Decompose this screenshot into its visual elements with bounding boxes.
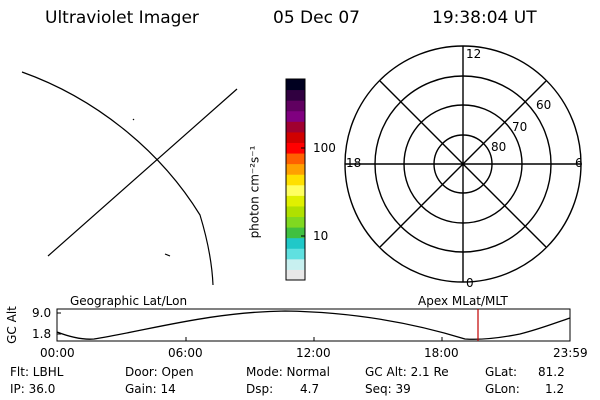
geographic-grid-line [47, 88, 238, 257]
altitude-curve [56, 310, 571, 340]
color-bar-segment [286, 205, 305, 218]
color-bar-segment [286, 184, 305, 196]
color-bar-segment [286, 216, 305, 228]
xtick-2359: 23:59 [553, 346, 588, 360]
color-bar [286, 79, 305, 281]
polar-label-18: 18 [346, 156, 362, 170]
seq-label: Seq: 39 [365, 382, 411, 396]
polar-grid [344, 45, 582, 283]
polar-label-6: 6 [575, 156, 583, 170]
color-bar-frame [285, 78, 306, 281]
xtick-1200: 12:00 [296, 346, 331, 360]
color-bar-segment [286, 79, 305, 91]
geographic-view [21, 71, 238, 286]
filter-label: Flt: LBHL [10, 365, 64, 379]
altitude-ylabel: GC Alt [4, 306, 19, 344]
color-bar-segment [286, 121, 305, 133]
color-bar-segment [286, 163, 305, 175]
instrument-title: Ultraviolet Imager [45, 8, 199, 28]
apex-title: Apex MLat/MLT [418, 294, 508, 308]
lat-label-60: 60 [536, 98, 552, 112]
color-bar-segment [286, 131, 305, 143]
altitude-panel [56, 308, 571, 342]
polar-diagonal [379, 80, 547, 248]
color-bar-segment [286, 110, 305, 122]
color-bar-segment [286, 195, 305, 207]
altitude-ytick-low: 1.8 [32, 327, 52, 341]
mode-label: Mode: Normal [246, 365, 330, 379]
date-label: 05 Dec 07 [273, 8, 360, 28]
glat-label: GLat: [485, 365, 518, 379]
altitude-ytick-high: 9.0 [32, 306, 52, 320]
color-bar-segment [286, 248, 305, 260]
color-bar-segment [286, 89, 305, 101]
polar-label-0: 0 [466, 276, 474, 290]
geographic-tick [132, 118, 135, 121]
color-bar-label-10: 10 [313, 229, 329, 243]
geographic-title: Geographic Lat/Lon [70, 294, 188, 308]
glat-value: 81.2 [538, 365, 565, 379]
lat-label-80: 80 [491, 140, 507, 154]
color-bar-segment [286, 100, 305, 112]
dsp-label: Dsp: [246, 382, 274, 396]
color-bar-segment [286, 174, 305, 186]
xtick-0600: 06:00 [168, 346, 203, 360]
color-bar-segment [286, 258, 305, 270]
geographic-tick [164, 253, 171, 257]
geographic-limb-arc [21, 71, 214, 286]
door-label: Door: Open [125, 365, 194, 379]
color-bar-unit-label: photon cm⁻²s⁻¹ [247, 145, 262, 239]
lat-label-70: 70 [512, 120, 528, 134]
ip-label: IP: 36.0 [10, 382, 56, 396]
polar-label-12: 12 [466, 47, 482, 61]
time-label: 19:38:04 UT [432, 8, 537, 28]
glon-value: 1.2 [545, 382, 565, 396]
color-bar-segment [286, 237, 305, 249]
xtick-0000: 00:00 [40, 346, 75, 360]
altitude-frame [56, 308, 571, 342]
glon-label: GLon: [485, 382, 520, 396]
gc-alt-label: GC Alt: 2.1 Re [365, 365, 449, 379]
color-bar-segment [286, 269, 305, 281]
xtick-1800: 18:00 [424, 346, 459, 360]
color-bar-segment [286, 153, 305, 165]
color-bar-segment [286, 227, 305, 239]
gain-label: Gain: 14 [125, 382, 176, 396]
color-bar-label-100: 100 [313, 141, 336, 155]
color-bar-segment [286, 142, 305, 154]
dsp-value: 4.7 [300, 382, 320, 396]
